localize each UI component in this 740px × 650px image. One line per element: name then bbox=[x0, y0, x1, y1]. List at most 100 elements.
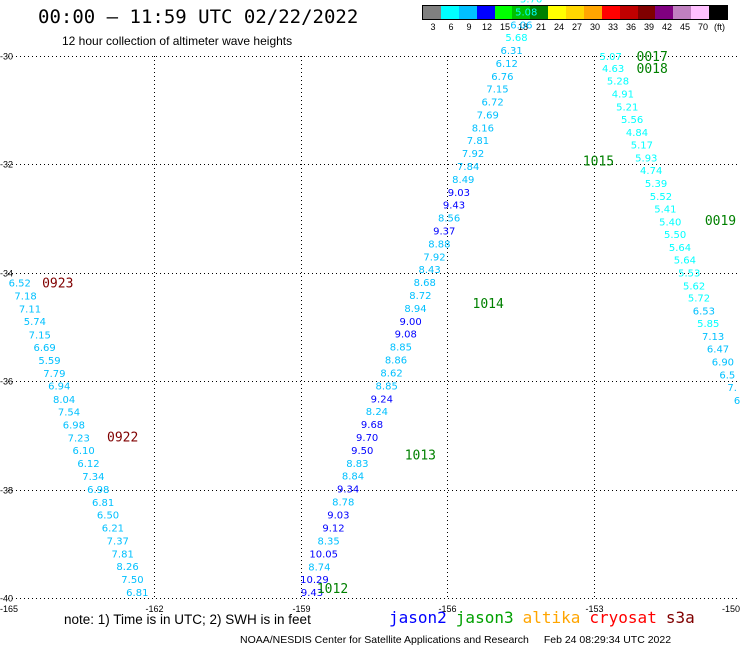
wave-height-value: 8.62 bbox=[380, 369, 402, 380]
legend-swatch bbox=[440, 6, 459, 19]
wave-height-value: 4.84 bbox=[626, 128, 648, 139]
wave-height-value: 5.39 bbox=[645, 179, 667, 190]
wave-height-value: 8.78 bbox=[332, 498, 354, 509]
wave-height-value: 7.92 bbox=[462, 149, 484, 160]
wave-height-value: 5.21 bbox=[616, 102, 638, 113]
wave-height-value: 5.50 bbox=[664, 230, 686, 241]
wave-height-value: 8.88 bbox=[428, 240, 450, 251]
legend-swatch bbox=[512, 6, 531, 19]
wave-height-value: 7.84 bbox=[457, 162, 479, 173]
wave-height-value: 9.37 bbox=[433, 227, 455, 238]
track-time-label: 1012 bbox=[317, 582, 348, 597]
y-tick-label: -36 bbox=[0, 377, 13, 387]
legend-swatch bbox=[494, 6, 513, 19]
legend-swatch bbox=[458, 6, 477, 19]
legend-label: 30 bbox=[589, 22, 601, 32]
y-tick-label: -40 bbox=[0, 594, 13, 604]
wave-height-value: 9.34 bbox=[337, 485, 359, 496]
wave-height-value: 5.08 bbox=[515, 8, 537, 19]
wave-height-value: 6.06 bbox=[510, 21, 532, 32]
wave-height-value: 9.00 bbox=[399, 317, 421, 328]
legend-label: 39 bbox=[643, 22, 655, 32]
satellite-altika: altika bbox=[522, 608, 581, 627]
legend-label: 42 bbox=[661, 22, 673, 32]
wave-height-value: 8.84 bbox=[342, 472, 364, 483]
wave-height-value: 8.04 bbox=[53, 395, 75, 406]
wave-height-value: 8.35 bbox=[317, 537, 339, 548]
wave-height-value: 5.28 bbox=[607, 76, 629, 87]
wave-height-value: 7.18 bbox=[14, 292, 36, 303]
wave-height-value: 10.05 bbox=[309, 550, 338, 561]
wave-height-value: 5.52 bbox=[650, 192, 672, 203]
track-time-label: 0922 bbox=[107, 430, 138, 445]
wave-height-value: 4.63 bbox=[602, 64, 624, 75]
legend-swatch bbox=[423, 6, 441, 19]
legend-label: 15 bbox=[499, 22, 511, 32]
wave-height-value: 9.03 bbox=[448, 188, 470, 199]
wave-height-value: 6.98 bbox=[63, 421, 85, 432]
y-tick-label: -32 bbox=[0, 160, 13, 170]
legend-label: 70 bbox=[697, 22, 709, 32]
wave-height-value: 9.03 bbox=[327, 511, 349, 522]
wave-height-value: 8.68 bbox=[414, 278, 436, 289]
legend-label: 24 bbox=[553, 22, 565, 32]
wave-height-value: 5.68 bbox=[505, 33, 527, 44]
wave-height-value: 6.5 bbox=[719, 371, 735, 382]
track-time-label: 1014 bbox=[473, 297, 504, 312]
wave-height-value: 6.47 bbox=[707, 345, 729, 356]
wave-height-value: 8.16 bbox=[472, 124, 494, 135]
track-time-label: 0019 bbox=[705, 214, 736, 229]
wave-height-value: 9.08 bbox=[395, 330, 417, 341]
x-tick-label: -150 bbox=[722, 604, 740, 614]
legend-swatch bbox=[566, 6, 584, 19]
wave-height-value: 5.59 bbox=[38, 356, 60, 367]
x-tick-label: -156 bbox=[438, 604, 456, 614]
legend-label: 45 bbox=[679, 22, 691, 32]
legend-label: 21 bbox=[535, 22, 547, 32]
legend-swatch bbox=[691, 6, 709, 19]
wave-height-value: 8.56 bbox=[438, 214, 460, 225]
legend-swatch bbox=[548, 6, 566, 19]
legend-label: 3 bbox=[430, 22, 436, 32]
satellite-jason3: jason3 bbox=[455, 608, 514, 627]
legend-swatch bbox=[619, 6, 638, 19]
track-time-label: 0923 bbox=[42, 277, 73, 292]
wave-height-value: 7.54 bbox=[58, 408, 80, 419]
wave-height-value: 8.85 bbox=[376, 382, 398, 393]
legend-swatch bbox=[709, 6, 727, 19]
wave-height-value: 6.72 bbox=[481, 98, 503, 109]
wave-height-value: 8.26 bbox=[116, 562, 138, 573]
wave-height-value: 6.94 bbox=[48, 382, 70, 393]
legend-swatch bbox=[637, 6, 656, 19]
wave-height-value: 9.50 bbox=[351, 446, 373, 457]
legend-label: 9 bbox=[466, 22, 472, 32]
wave-height-value: 5.72 bbox=[688, 294, 710, 305]
wave-height-value: 5.41 bbox=[654, 204, 676, 215]
wave-height-value: 7.11 bbox=[19, 305, 41, 316]
wave-height-value: 6 bbox=[734, 396, 740, 407]
satellite-s3a: s3a bbox=[665, 608, 695, 627]
wave-height-value: 7.81 bbox=[112, 550, 134, 561]
legend-swatch bbox=[673, 6, 692, 19]
wave-height-value: 9.70 bbox=[356, 433, 378, 444]
wave-height-value: 9.12 bbox=[322, 524, 344, 535]
legend-labels: 3 6 9 12 15 18 21 24 27 30 33 36 39 42 45 70 (ft) bbox=[422, 22, 728, 34]
wave-height-value: 5.76 bbox=[520, 0, 542, 6]
legend-swatch bbox=[530, 6, 549, 19]
wave-height-value: 6.12 bbox=[496, 59, 518, 70]
legend-unit: (ft) bbox=[714, 22, 725, 32]
legend-label: 27 bbox=[571, 22, 583, 32]
wave-height-value: 5.56 bbox=[621, 115, 643, 126]
wave-height-value: 8.72 bbox=[409, 291, 431, 302]
wave-height-value: 5.64 bbox=[669, 243, 691, 254]
credit-text: NOAA/NESDIS Center for Satellite Applica… bbox=[240, 634, 529, 646]
wave-height-value: 5.93 bbox=[635, 153, 657, 164]
wave-height-value: 8.24 bbox=[366, 407, 388, 418]
wave-height-value: 6.21 bbox=[102, 524, 124, 535]
wave-height-value: 7.13 bbox=[702, 332, 724, 343]
legend-label: 33 bbox=[607, 22, 619, 32]
wave-height-value: 6.81 bbox=[92, 498, 114, 509]
satellite-legend: jason2 jason3 altika cryosat s3a bbox=[389, 608, 695, 627]
wave-height-value: 7.69 bbox=[477, 111, 499, 122]
